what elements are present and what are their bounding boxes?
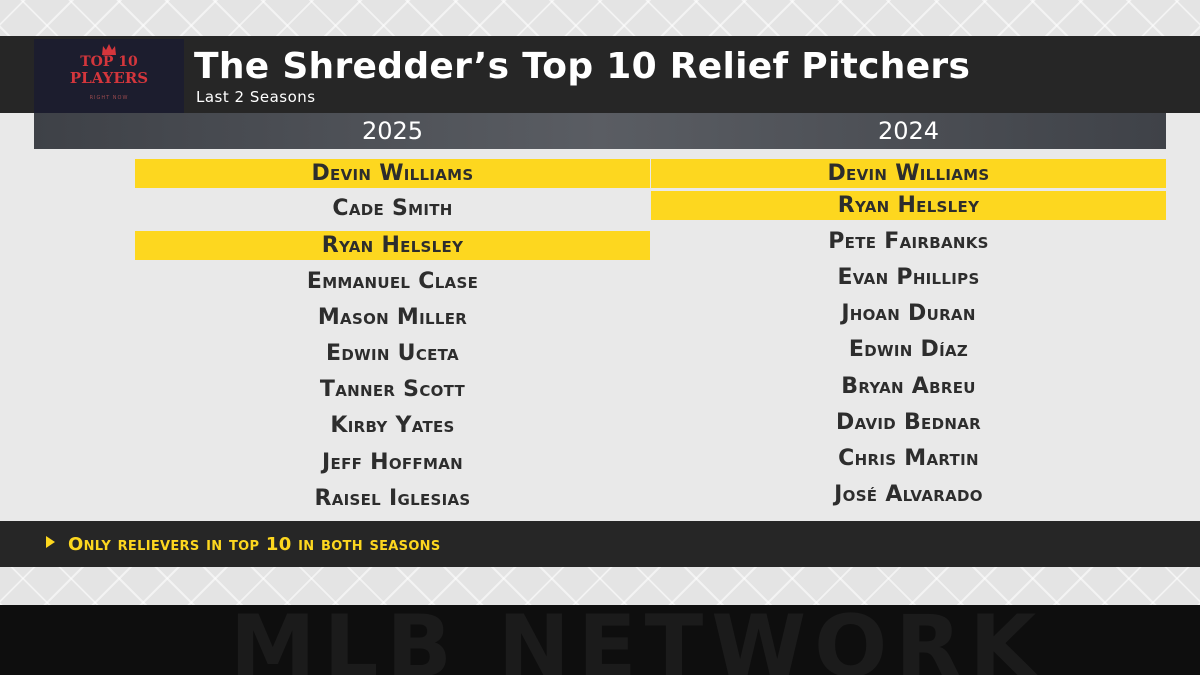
page-subtitle: Last 2 Seasons <box>196 88 316 106</box>
column-header-bar <box>34 113 1166 149</box>
list-item: Emmanuel Clase <box>306 268 479 294</box>
footnote-bar <box>0 521 1200 567</box>
column-header-2024: 2024 <box>877 117 940 145</box>
list-item: Mason Miller <box>317 304 468 330</box>
list-item: Pete Fairbanks <box>828 228 989 254</box>
bottom-band: MLB NETWORK <box>0 605 1200 675</box>
list-item: Cade Smith <box>332 196 453 222</box>
list-item: Devin Williams <box>135 158 650 188</box>
list-item: Chris Martin <box>838 445 979 471</box>
list-item: Edwin Díaz <box>848 337 969 363</box>
play-arrow-icon <box>46 536 55 548</box>
list-item: Tanner Scott <box>319 377 466 403</box>
list-item: Ryan Helsley <box>651 191 1166 221</box>
footnote-text: Only relievers in top 10 in both seasons <box>68 534 441 555</box>
logo-line-sub: RIGHT NOW <box>89 95 129 101</box>
logo-line-top: TOP 10 <box>80 54 138 70</box>
top-10-players-logo: TOP 10 PLAYERS RIGHT NOW <box>34 39 184 113</box>
list-item: Evan Phillips <box>837 264 980 290</box>
list-2024: Devin Williams Ryan Helsley Pete Fairban… <box>651 155 1166 513</box>
network-watermark: MLB NETWORK <box>230 605 1045 675</box>
header-bar <box>0 36 1200 113</box>
list-2025: Devin Williams Cade Smith Ryan Helsley E… <box>135 155 650 517</box>
list-item: Raisel Iglesias <box>314 485 471 511</box>
page-title: The Shredder’s Top 10 Relief Pitchers <box>194 46 971 87</box>
list-item: Jeff Hoffman <box>322 449 463 475</box>
list-item: Bryan Abreu <box>841 373 976 399</box>
list-item: Jhoan Duran <box>841 301 976 327</box>
list-item: Ryan Helsley <box>135 230 650 260</box>
crown-icon <box>102 44 116 55</box>
list-item: Kirby Yates <box>330 413 455 439</box>
list-item: José Alvarado <box>834 482 983 508</box>
logo-line-players: PLAYERS <box>69 69 149 87</box>
list-item: David Bednar <box>836 409 981 435</box>
column-header-2025: 2025 <box>361 117 424 145</box>
list-item: Devin Williams <box>651 158 1166 188</box>
list-item: Edwin Uceta <box>326 340 459 366</box>
